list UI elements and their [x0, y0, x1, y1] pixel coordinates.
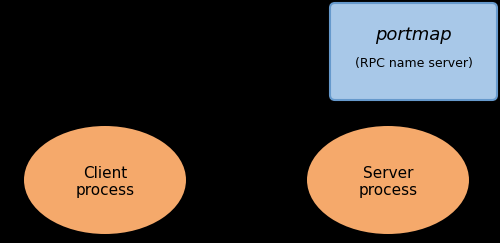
Ellipse shape [24, 126, 186, 234]
Text: (RPC name server): (RPC name server) [354, 57, 472, 70]
Text: portmap: portmap [375, 26, 452, 44]
Text: Client: Client [83, 165, 127, 181]
FancyBboxPatch shape [330, 3, 497, 100]
Text: process: process [76, 183, 134, 199]
Ellipse shape [307, 126, 469, 234]
Text: Server: Server [363, 165, 413, 181]
Text: process: process [358, 183, 418, 199]
